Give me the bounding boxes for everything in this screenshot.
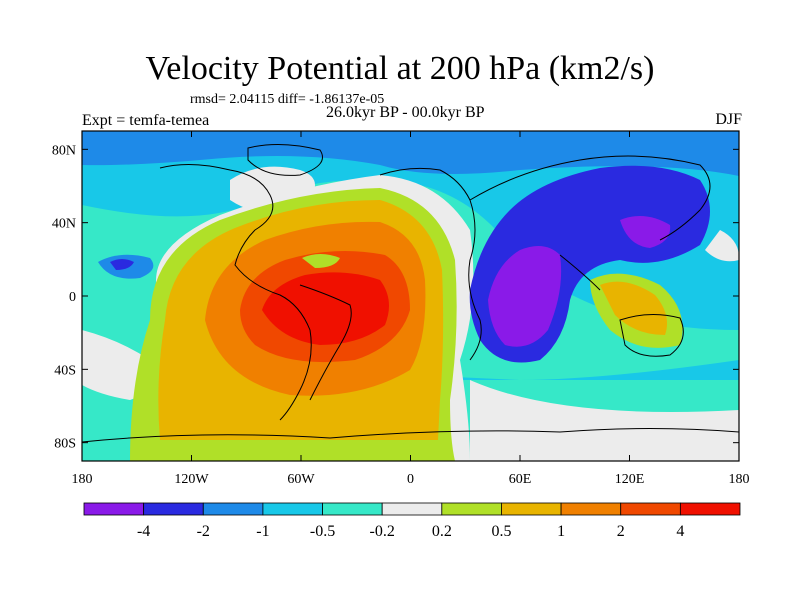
page-title: Velocity Potential at 200 hPa (km2/s)	[145, 50, 655, 87]
negative-core-east-pacific	[110, 259, 134, 270]
coastlines	[82, 143, 739, 443]
x-tick-label: 120W	[174, 472, 209, 487]
positive-core-maritime-continent	[600, 281, 668, 335]
negative-minimum-west-pacific	[620, 216, 671, 248]
colorbar-swatch	[620, 502, 681, 516]
period-label: 26.0kyr BP - 00.0kyr BP	[326, 104, 485, 121]
colorbar-label: 1	[557, 523, 565, 540]
colorbar-swatch	[560, 502, 622, 516]
neutral-region-north-pacific	[705, 230, 739, 262]
colorbar-swatch	[83, 502, 145, 516]
colorbar-label: 0.5	[491, 523, 511, 540]
antarctica-coast	[82, 428, 739, 443]
neutral-region-south-pacific	[82, 330, 153, 400]
positive-maximum-core	[262, 272, 389, 345]
colorbar-label: -4	[137, 523, 150, 540]
colorbar-label: 2	[617, 523, 625, 540]
y-tick-label: 0	[69, 290, 76, 305]
positive-patch-caribbean	[302, 254, 340, 268]
y-tick-label: 80N	[52, 143, 76, 158]
colorbar-swatch	[202, 502, 264, 516]
x-tick-label: 180	[729, 472, 750, 487]
contour-field	[82, 131, 739, 461]
americas-west-coast	[159, 163, 312, 421]
colorbar-swatch	[381, 502, 443, 516]
colorbar-swatch	[322, 502, 383, 516]
colorbar-label: 0.2	[432, 523, 452, 540]
colorbar-label: -2	[197, 523, 210, 540]
colorbar: -4 -2 -1 -0.5 -0.2 0.2 0.5 1 2 4	[83, 502, 741, 540]
eurasia-north-coast	[469, 155, 711, 241]
experiment-label: Expt = temfa-temea	[82, 112, 210, 129]
greenland-coast	[247, 143, 323, 176]
season-label: DJF	[715, 111, 742, 128]
colorbar-label: -0.2	[370, 523, 395, 540]
colorbar-swatch	[262, 502, 323, 516]
colorbar-label: -1	[256, 523, 269, 540]
x-tick-label: 0	[407, 472, 414, 487]
negative-minimum-indian-ocean	[488, 246, 562, 347]
colorbar-label: 4	[676, 523, 684, 540]
y-tick-label: 40N	[52, 217, 76, 232]
south-america-east-coast	[299, 284, 352, 401]
x-tick-label: 120E	[615, 472, 645, 487]
north-band-region	[82, 131, 739, 176]
colorbar-swatch	[441, 502, 502, 516]
y-tick-label: 80S	[54, 437, 76, 452]
y-tick-label: 40S	[54, 363, 76, 378]
colorbar-swatch	[679, 502, 741, 516]
colorbar-swatch	[143, 502, 204, 516]
colorbar-swatch	[501, 502, 562, 516]
x-tick-label: 60E	[509, 472, 532, 487]
neutral-region-southern-ocean	[470, 380, 739, 461]
colorbar-label: -0.5	[310, 523, 335, 540]
x-tick-label: 60W	[287, 472, 315, 487]
australia-coast	[619, 314, 684, 357]
x-tick-label: 180	[72, 472, 93, 487]
indian-subcontinent-coast	[559, 254, 601, 291]
europe-africa-coast	[379, 167, 482, 361]
map-axes: 180 120W 60W 0 60E 120E 180 80N 40N 0 40S 80S	[52, 131, 750, 487]
stats-label: rmsd= 2.04115 diff= -1.86137e-05	[190, 92, 385, 107]
